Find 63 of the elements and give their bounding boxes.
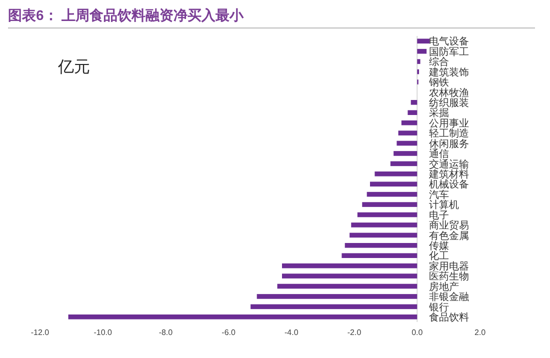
bar xyxy=(408,110,418,116)
bar xyxy=(342,253,418,258)
y-tick-label: 家用电器 xyxy=(429,260,470,272)
x-tick-label: -2.0 xyxy=(347,328,362,337)
bar xyxy=(401,120,418,126)
y-tick-label: 农林牧渔 xyxy=(429,86,470,99)
y-tick-label: 交通运输 xyxy=(429,158,470,170)
x-tick-label: -8.0 xyxy=(158,328,174,337)
x-tick-label: -6.0 xyxy=(222,328,236,337)
bar xyxy=(417,38,430,44)
y-tick-label: 传媒 xyxy=(429,240,450,252)
y-tick-label: 纺织服装 xyxy=(429,96,470,109)
bar xyxy=(282,263,418,268)
y-tick-label: 休闲服务 xyxy=(429,138,470,150)
y-tick-label: 电气设备 xyxy=(429,36,470,48)
annotation: 亿元 xyxy=(57,59,90,76)
y-tick-label: 汽车 xyxy=(429,188,450,201)
y-tick-label: 化工 xyxy=(429,250,450,262)
y-tick-label: 计算机 xyxy=(429,199,460,212)
x-tick-label: 0.0 xyxy=(412,328,424,337)
y-tick-label: 通信 xyxy=(429,148,450,160)
y-tick-label: 商业贸易 xyxy=(429,220,470,232)
bar xyxy=(357,212,418,218)
x-tick-label: -12.0 xyxy=(30,328,50,337)
x-tick-label: -4.0 xyxy=(284,328,299,337)
bar xyxy=(370,182,418,187)
y-tick-label: 钢铁 xyxy=(428,76,450,89)
bar xyxy=(410,100,418,105)
y-tick-label: 国防军工 xyxy=(429,46,470,58)
bar xyxy=(417,59,420,64)
bar xyxy=(398,130,418,136)
bar xyxy=(350,232,418,238)
y-tick-label: 建筑装饰 xyxy=(428,66,470,78)
y-tick-label: 银行 xyxy=(428,302,450,314)
y-tick-label: 轻工制造 xyxy=(429,128,470,140)
bar xyxy=(417,48,427,54)
y-tick-label: 采掘 xyxy=(429,107,450,120)
bar xyxy=(374,171,418,176)
bar xyxy=(366,192,418,197)
y-tick-label: 医药生物 xyxy=(429,270,470,283)
bar xyxy=(282,274,418,278)
y-tick-label: 房地产 xyxy=(429,280,460,293)
bar xyxy=(344,242,418,248)
y-tick-label: 建筑材料 xyxy=(428,168,470,180)
x-tick-label: -10.0 xyxy=(94,328,113,337)
y-tick-label: 非银金融 xyxy=(429,291,470,304)
bar xyxy=(351,222,418,228)
y-tick-label: 有色金属 xyxy=(429,230,470,242)
bar xyxy=(277,284,418,289)
bar xyxy=(250,304,418,310)
bar xyxy=(362,202,418,207)
y-tick-label: 食品饮料 xyxy=(429,311,470,324)
bar xyxy=(394,151,418,156)
y-tick-label: 机械设备 xyxy=(429,178,470,191)
bar xyxy=(390,161,418,166)
y-tick-label: 公用事业 xyxy=(429,117,470,130)
chart-title: 图表6： 上周食品饮料融资净买入最小 xyxy=(8,7,245,23)
bar xyxy=(256,294,418,299)
y-tick-label: 综合 xyxy=(429,56,450,68)
bar xyxy=(396,140,418,146)
y-tick-label: 电子 xyxy=(429,209,450,222)
bar xyxy=(68,314,418,320)
x-tick-label: 2.0 xyxy=(474,328,486,337)
